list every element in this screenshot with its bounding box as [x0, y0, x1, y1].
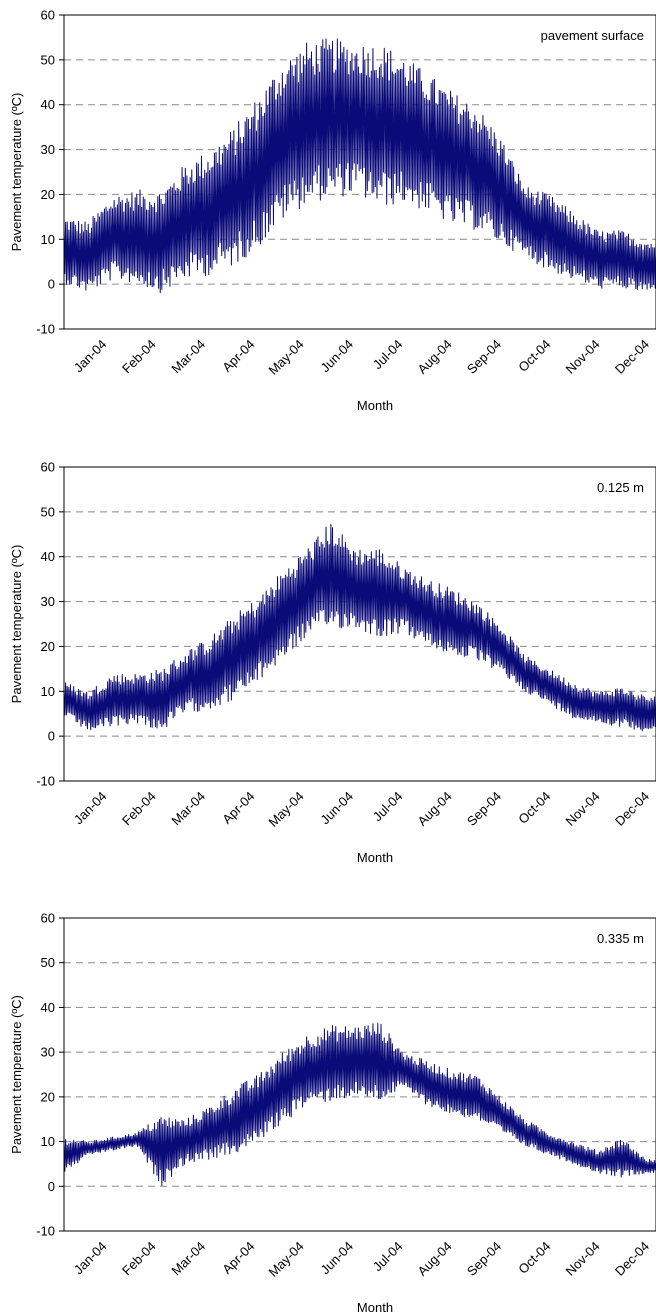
- x-axis-title: Month: [357, 1300, 393, 1315]
- x-tick-label: Oct-04: [515, 1239, 553, 1277]
- x-tick-label: Mar-04: [168, 789, 208, 829]
- y-axis-title: Pavement temperature (ºC): [9, 93, 24, 252]
- x-axis-title: Month: [357, 850, 393, 865]
- x-tick-label: Sep-04: [464, 337, 504, 377]
- y-tick-label: 60: [41, 460, 55, 475]
- x-tick-label: Feb-04: [119, 1239, 159, 1279]
- temperature-series-line: [63, 523, 656, 732]
- x-tick-label: Nov-04: [563, 337, 603, 377]
- x-tick-label: Jan-04: [71, 337, 110, 376]
- y-tick-label: 20: [41, 639, 55, 654]
- plot-area-border: [63, 466, 656, 782]
- x-tick-label: Jun-04: [317, 1239, 356, 1278]
- x-tick-label: Jul-04: [370, 337, 406, 373]
- y-tick-label: 20: [41, 1089, 55, 1104]
- x-tick-label: Apr-04: [219, 337, 257, 375]
- x-tick-label: Apr-04: [219, 1239, 257, 1277]
- panel-annotation: pavement surface: [541, 28, 644, 43]
- x-tick-label: Dec-04: [612, 337, 652, 377]
- y-tick-label: 40: [41, 1000, 55, 1015]
- x-tick-label: May-04: [266, 1239, 307, 1280]
- y-tick-label: 0: [48, 1179, 55, 1194]
- y-tick-label: 20: [41, 187, 55, 202]
- x-tick-label: Mar-04: [168, 337, 208, 377]
- x-tick-label: Oct-04: [515, 337, 553, 375]
- x-tick-label: Dec-04: [612, 789, 652, 829]
- x-tick-label: May-04: [266, 789, 307, 830]
- plot-area-border: [63, 14, 656, 330]
- x-tick-label: Mar-04: [168, 1239, 208, 1279]
- chart-panel-2: 60 50 40 30 20 10 0 -10 Jan-04 Feb-04 Mar-04 Apr-04…: [9, 460, 656, 865]
- x-tick-label: Feb-04: [119, 337, 159, 377]
- chart-panel-3: 60 50 40 30 20 10 0 -10 Jan-04 Feb-04 Mar-04 Apr-04…: [9, 911, 656, 1315]
- panel-annotation: 0.125 m: [597, 480, 644, 495]
- x-tick-label: Jul-04: [370, 1239, 406, 1275]
- y-tick-label: -10: [36, 1224, 55, 1239]
- y-tick-label: 60: [41, 911, 55, 926]
- x-tick-label: May-04: [266, 337, 307, 378]
- x-tick-label: Jun-04: [317, 337, 356, 376]
- x-tick-label: Aug-04: [415, 337, 455, 377]
- y-tick-label: 0: [48, 277, 55, 292]
- x-tick-label: Nov-04: [563, 1239, 603, 1279]
- x-tick-label: Sep-04: [464, 1239, 504, 1279]
- y-axis-title: Pavement temperature (ºC): [9, 995, 24, 1154]
- y-tick-label: 10: [41, 232, 55, 247]
- y-tick-label: 50: [41, 504, 55, 519]
- x-tick-label: Dec-04: [612, 1239, 652, 1279]
- x-tick-label: Sep-04: [464, 789, 504, 829]
- y-tick-label: -10: [36, 774, 55, 789]
- y-tick-label: 10: [41, 684, 55, 699]
- x-tick-label: Jun-04: [317, 789, 356, 828]
- y-tick-label: 60: [41, 8, 55, 23]
- x-tick-label: Apr-04: [219, 789, 257, 827]
- y-tick-label: 10: [41, 1134, 55, 1149]
- y-axis-title: Pavement temperature (ºC): [9, 545, 24, 704]
- temperature-series-line: [63, 1022, 656, 1186]
- x-tick-label: Nov-04: [563, 789, 603, 829]
- panel-annotation: 0.335 m: [597, 931, 644, 946]
- y-tick-label: 40: [41, 549, 55, 564]
- x-tick-label: Jul-04: [370, 789, 406, 825]
- y-tick-label: -10: [36, 322, 55, 337]
- y-tick-label: 30: [41, 1045, 55, 1060]
- y-tick-label: 0: [48, 729, 55, 744]
- x-tick-label: Aug-04: [415, 789, 455, 829]
- plot-area-border: [63, 917, 656, 1232]
- x-axis-title: Month: [357, 398, 393, 413]
- x-tick-label: Jan-04: [71, 789, 110, 828]
- y-tick-label: 30: [41, 142, 55, 157]
- x-tick-label: Jan-04: [71, 1239, 110, 1278]
- y-tick-label: 50: [41, 955, 55, 970]
- x-tick-label: Aug-04: [415, 1239, 455, 1279]
- y-tick-label: 30: [41, 594, 55, 609]
- x-tick-label: Feb-04: [119, 789, 159, 829]
- temperature-series-line: [63, 38, 656, 294]
- y-tick-label: 40: [41, 97, 55, 112]
- x-tick-label: Oct-04: [515, 789, 553, 827]
- chart-panel-1: 60 50 40 30 20 10 0 -10 Jan-04 Feb-04 Mar-04 Apr-04…: [9, 8, 656, 413]
- y-tick-label: 50: [41, 52, 55, 67]
